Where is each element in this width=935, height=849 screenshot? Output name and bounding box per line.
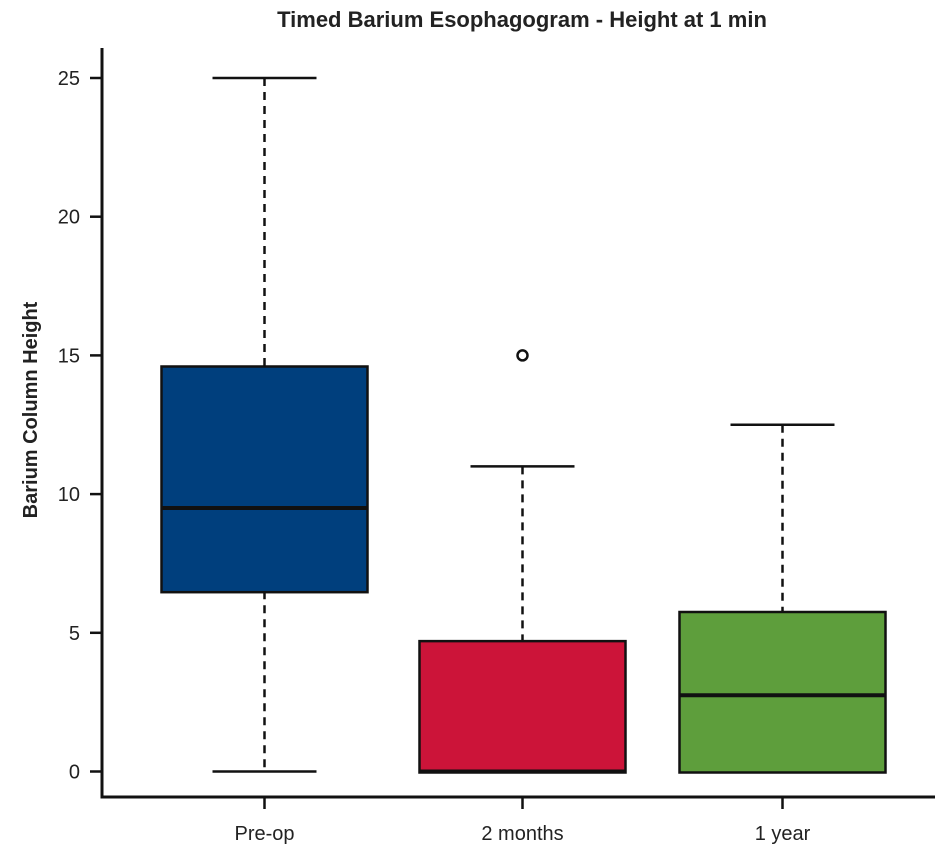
axes: 0 5 10 15 20 25 Pre-op 2 months 1 year <box>58 48 935 845</box>
y-tick-label: 25 <box>58 68 80 90</box>
box-group <box>418 349 627 774</box>
box-group <box>160 76 369 773</box>
y-tick-label: 5 <box>69 623 80 645</box>
y-tick-label: 20 <box>58 207 80 229</box>
plot-area <box>160 76 887 774</box>
x-tick-label: Pre-op <box>234 823 294 845</box>
y-tick-label: 0 <box>69 762 80 784</box>
x-tick-label: 1 year <box>755 823 811 845</box>
box-group <box>678 423 887 774</box>
y-axis-label: Barium Column Height <box>20 301 42 518</box>
box-body <box>418 639 627 774</box>
x-tick-label: 2 months <box>481 823 563 845</box>
chart-title: Timed Barium Esophagogram - Height at 1 … <box>277 7 767 32</box>
outlier-point <box>516 349 529 362</box>
y-tick-label: 15 <box>58 345 80 367</box>
y-tick-label: 10 <box>58 484 80 506</box>
box-body <box>160 365 369 594</box>
box-body <box>678 610 887 774</box>
